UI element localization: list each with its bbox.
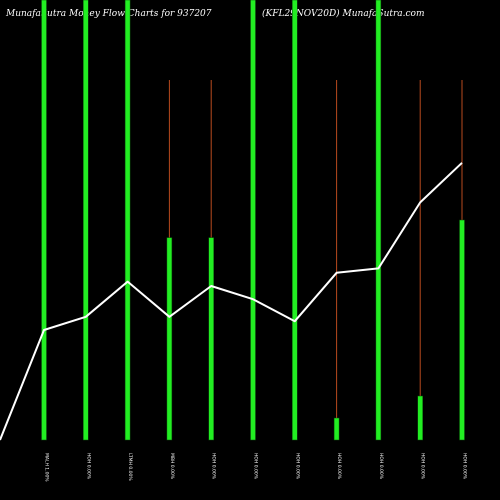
chart-title: MunafaSutra Money Flow Charts for 937207 — [6, 9, 212, 19]
flow-bar — [41, 0, 47, 441]
x-tick-label: HOH 0.00% — [420, 453, 426, 480]
x-tick-label: LTMH 0.00% — [127, 453, 133, 481]
x-tick-label: HOH 0.00% — [462, 453, 468, 480]
flow-bar — [375, 0, 382, 441]
x-tick-label: HOH 0.00% — [294, 453, 300, 480]
x-tick-label: HOH 0.00% — [211, 453, 217, 480]
flow-bar — [166, 237, 173, 441]
flow-bar — [459, 219, 465, 441]
x-tick-label: HOH 0.00% — [85, 453, 91, 480]
x-tick-label: HOH 0.00% — [253, 453, 259, 480]
x-tick-label: HOH 0.00% — [378, 453, 384, 480]
flow-bar — [417, 395, 423, 441]
flow-bar — [124, 0, 131, 441]
chart-subtitle: (KFL29NOV20D) MunafaSutra.com — [262, 9, 425, 19]
money-flow-line — [0, 162, 463, 441]
flow-bar — [208, 237, 214, 441]
x-tick-label: MALH 1.00% — [44, 453, 50, 482]
flow-bar — [292, 0, 298, 441]
x-tick-label: MBH 0.00% — [169, 453, 175, 480]
flow-bar — [333, 417, 340, 441]
x-tick-label: HOH 0.00% — [336, 453, 342, 480]
flow-bar — [250, 0, 256, 441]
flow-bar — [83, 0, 89, 441]
